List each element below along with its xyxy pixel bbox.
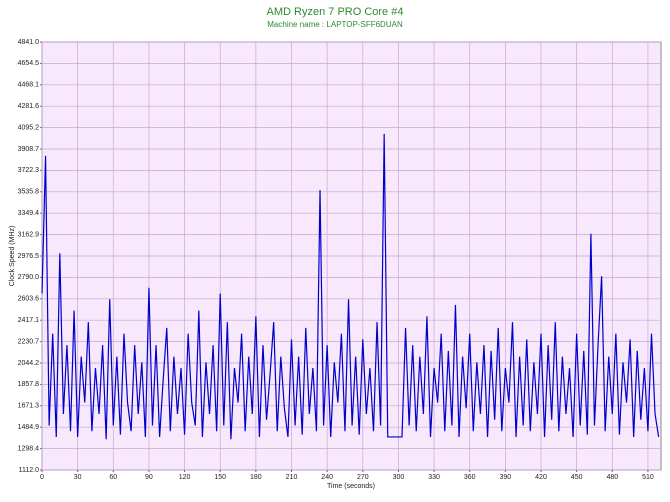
x-tick-label: 270: [357, 474, 369, 481]
x-tick-label: 0: [40, 474, 44, 481]
y-tick-label: 1112.0: [19, 467, 39, 474]
x-tick-label: 180: [250, 474, 262, 481]
y-tick-label: 2603.6: [18, 296, 40, 303]
y-axis-label: Clock Speed (MHz): [9, 226, 16, 287]
y-tick-label: 4841.0: [18, 39, 40, 46]
x-tick-label: 300: [393, 474, 405, 481]
x-tick-label: 210: [286, 474, 298, 481]
y-tick-label: 1857.8: [18, 381, 40, 388]
x-tick-label: 150: [214, 474, 226, 481]
y-tick-label: 3722.3: [18, 167, 40, 174]
y-tick-label: 2230.7: [18, 338, 40, 345]
y-tick-label: 4468.1: [18, 82, 40, 89]
x-tick-label: 480: [606, 474, 618, 481]
y-tick-label: 2976.5: [18, 253, 40, 260]
x-tick-label: 420: [535, 474, 547, 481]
x-tick-label: 120: [179, 474, 191, 481]
y-tick-label: 1484.9: [18, 424, 40, 431]
y-tick-label: 3535.8: [18, 189, 40, 196]
x-tick-label: 450: [571, 474, 583, 481]
x-tick-label: 390: [500, 474, 512, 481]
x-tick-label: 510: [642, 474, 654, 481]
chart-subtitle: Machine name : LAPTOP-SFF6DUAN: [267, 20, 403, 29]
x-tick-label: 60: [109, 474, 117, 481]
x-tick-label: 30: [74, 474, 82, 481]
y-tick-label: 3349.4: [18, 210, 40, 217]
y-tick-label: 2044.2: [18, 360, 40, 367]
y-tick-label: 2417.1: [18, 317, 40, 324]
y-tick-label: 3908.7: [18, 146, 40, 153]
y-tick-label: 4095.2: [18, 124, 40, 131]
y-tick-label: 1671.3: [18, 403, 40, 410]
y-tick-label: 3162.9: [18, 231, 40, 238]
x-tick-label: 360: [464, 474, 476, 481]
x-tick-label: 90: [145, 474, 153, 481]
y-tick-label: 1298.4: [18, 445, 40, 452]
y-tick-label: 4654.5: [18, 60, 40, 67]
chart-title: AMD Ryzen 7 PRO Core #4: [267, 6, 404, 18]
x-tick-label: 330: [428, 474, 440, 481]
x-axis-label: Time (seconds): [327, 483, 375, 490]
data-line: [41, 133, 660, 440]
y-tick-label: 4281.6: [18, 103, 40, 110]
y-tick-label: 2790.0: [18, 274, 40, 281]
x-tick-label: 240: [321, 474, 333, 481]
